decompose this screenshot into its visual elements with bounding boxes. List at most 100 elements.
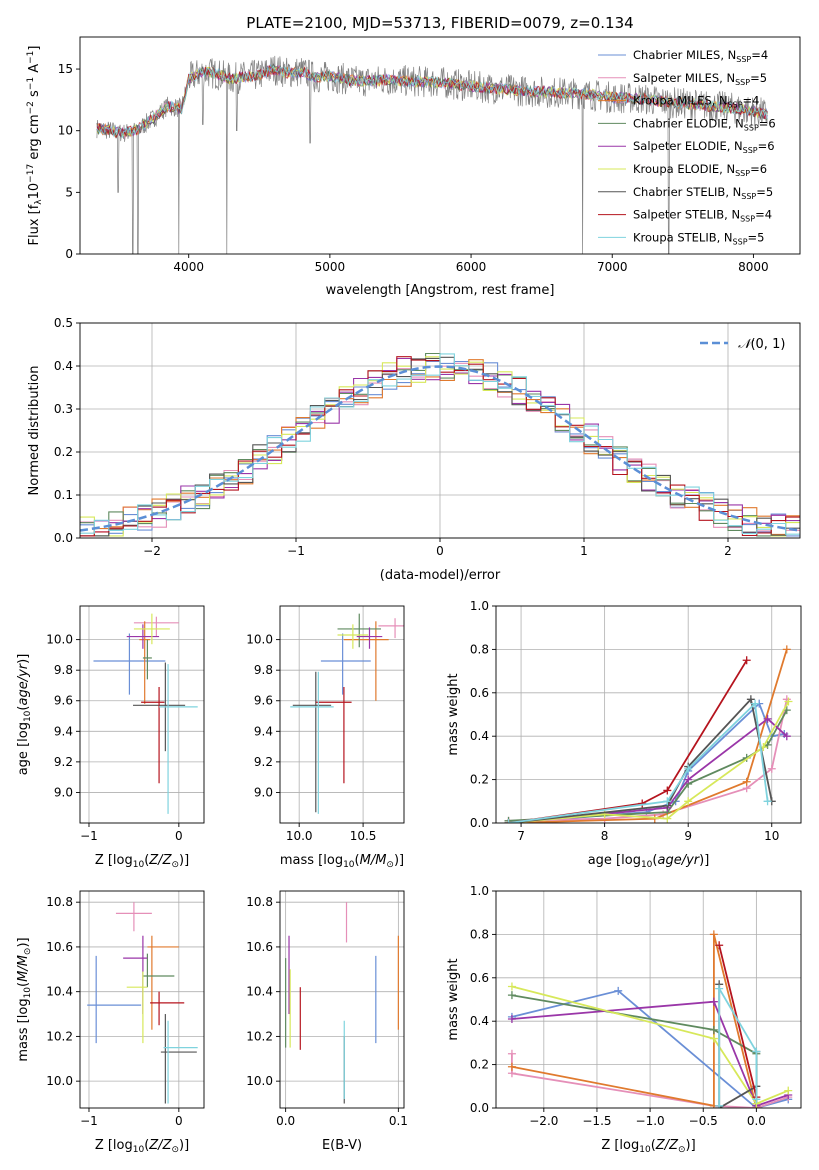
- plot-area: [93, 613, 198, 814]
- legend-label-main: Chabrier ELODIE, N: [633, 116, 744, 130]
- y-tick-label: 0.6: [470, 686, 489, 700]
- panel-mass_weight_vs_Z: −2.0 −1.5 −1.0 −0.5 0.0 0.0 0.2 0.4 0.6 0.8 1.0 Z […: [446, 884, 802, 1155]
- axes-frame: [79, 605, 205, 824]
- legend-label: Salpeter ELODIE, NSSP=6: [633, 139, 775, 155]
- panel-mass_vs_ebv: 0.0 0.1 10.0 10.2 10.4 10.6 10.8 E(B-V): [246, 890, 408, 1153]
- y-tick-label: 9.0: [254, 785, 273, 799]
- label-part: age/yr: [657, 853, 700, 868]
- y-tick-label: 0.4: [470, 729, 489, 743]
- label-part: Z/Z: [148, 1138, 172, 1153]
- x-axis-label: mass [log10(M/M⊙)]: [280, 853, 404, 870]
- y-tick-label: 9.6: [54, 694, 73, 708]
- x-tick-label: 0: [436, 544, 444, 558]
- y-tick-label: 9.4: [254, 724, 273, 738]
- legend-label-tail: =5: [748, 230, 765, 244]
- weight-marker: [715, 941, 724, 950]
- y-tick-label: 10.2: [46, 1029, 73, 1043]
- label-part: −2: [26, 101, 36, 114]
- x-tick-label: −1.5: [582, 1114, 611, 1128]
- errorbar-chabrier-miles: [320, 633, 371, 695]
- legend-label-sub: SSP: [728, 101, 743, 110]
- label-part: age [log: [16, 722, 31, 775]
- errorbar-chabrier-miles: [93, 633, 166, 695]
- label-part: mass [log: [280, 853, 343, 868]
- x-tick-label: 0: [175, 829, 183, 843]
- axes-frame: [79, 36, 801, 255]
- legend-label-tail: =5: [750, 71, 767, 85]
- weight-marker: [709, 997, 718, 1006]
- legend-label-sub: SSP: [735, 78, 750, 87]
- y-tick-label: 0.8: [470, 642, 489, 656]
- weight-marker: [709, 1034, 718, 1043]
- weight-marker: [507, 1049, 516, 1058]
- weight-marker: [507, 982, 516, 991]
- weight-line-chabrier-stelib: [718, 984, 758, 1108]
- plot-area: [504, 645, 793, 823]
- x-axis-label: Z [log10(Z/Z⊙)]: [601, 1138, 695, 1155]
- y-tick-label: 9.6: [254, 694, 273, 708]
- y-tick-label: 10.2: [246, 1029, 273, 1043]
- x-tick-label: 10.5: [350, 829, 377, 843]
- y-tick-label: 10: [58, 124, 73, 138]
- errorbar-salpeter-elodie: [356, 627, 383, 649]
- legend-label: Salpeter MILES, NSSP=5: [633, 71, 767, 87]
- label-part: 10: [133, 1145, 145, 1155]
- weight-marker: [684, 775, 693, 784]
- y-tick-label: 10.0: [46, 1074, 73, 1088]
- weight-line-kroupa-elodie: [508, 701, 790, 823]
- x-tick-label: 0.0: [747, 1114, 766, 1128]
- y-tick-label: 10.0: [46, 633, 73, 647]
- legend-label: Chabrier STELIB, NSSP=5: [633, 185, 773, 201]
- y-tick-label: 5: [65, 185, 73, 199]
- label-part: 10: [343, 860, 355, 870]
- legend-label: Chabrier ELODIE, NSSP=6: [633, 116, 776, 132]
- weight-marker: [684, 797, 693, 806]
- legend-label-sub: SSP: [736, 55, 751, 64]
- y-tick-label: 9.8: [254, 663, 273, 677]
- weight-marker: [784, 697, 793, 706]
- weight-marker: [715, 984, 724, 993]
- label-part: ⊙: [171, 1145, 179, 1155]
- x-axis-label: wavelength [Angstrom, rest frame]: [326, 283, 555, 298]
- errorbar-salpeter-elodie: [126, 624, 160, 649]
- normal-reference-curve: [80, 365, 800, 532]
- y-tick-label: 0.4: [470, 1014, 489, 1028]
- y-tick-label: 0.2: [54, 445, 73, 459]
- label-part: 10: [641, 860, 653, 870]
- y-axis-label: mass weight: [446, 673, 461, 755]
- x-tick-label: 0.0: [276, 1114, 295, 1128]
- y-axis-label: age [log10(age/yr)]: [16, 654, 33, 776]
- errorbar-salpeter-stelib: [315, 686, 352, 784]
- weight-line-salpeter-elodie: [511, 1000, 789, 1107]
- plot-area: [87, 902, 198, 1104]
- legend-label: Salpeter STELIB, NSSP=4: [633, 208, 772, 224]
- x-axis-label: (data-model)/error: [380, 568, 501, 583]
- legend-label: Chabrier MILES, NSSP=4: [633, 48, 768, 64]
- axes-frame: [279, 890, 405, 1109]
- x-tick-label: −2: [143, 544, 161, 558]
- label-part: )]: [686, 1138, 696, 1153]
- x-tick-label: 1: [580, 544, 588, 558]
- weight-marker: [709, 1025, 718, 1034]
- errorbar-kroupa-elodie: [133, 613, 170, 645]
- weight-marker: [663, 814, 672, 823]
- legend: Chabrier MILES, NSSP=4 Salpeter MILES, NS…: [598, 48, 776, 246]
- errorbar-chabrier-elodie: [337, 613, 381, 648]
- label-part: M/M: [360, 853, 387, 868]
- x-tick-label: 0: [175, 1114, 183, 1128]
- y-tick-label: 0.2: [470, 773, 489, 787]
- weight-marker: [504, 819, 513, 823]
- y-axis-label: Normed distribution: [27, 366, 42, 496]
- legend-label-main: Chabrier STELIB, N: [633, 185, 741, 199]
- y-axis-label: mass [log10(M/M⊙)]: [16, 937, 33, 1061]
- label-part: Z [log: [95, 1138, 133, 1153]
- weight-marker: [742, 656, 751, 665]
- x-tick-label: −0.5: [689, 1114, 718, 1128]
- x-tick-label: 0.1: [389, 1114, 408, 1128]
- errorbar-chabrier-miles: [87, 955, 142, 1044]
- errorbar-salpeter-miles: [115, 902, 152, 932]
- label-part: (: [144, 853, 149, 868]
- y-tick-label: 9.2: [54, 755, 73, 769]
- label-part: s: [27, 90, 42, 101]
- plot-area: [290, 613, 404, 814]
